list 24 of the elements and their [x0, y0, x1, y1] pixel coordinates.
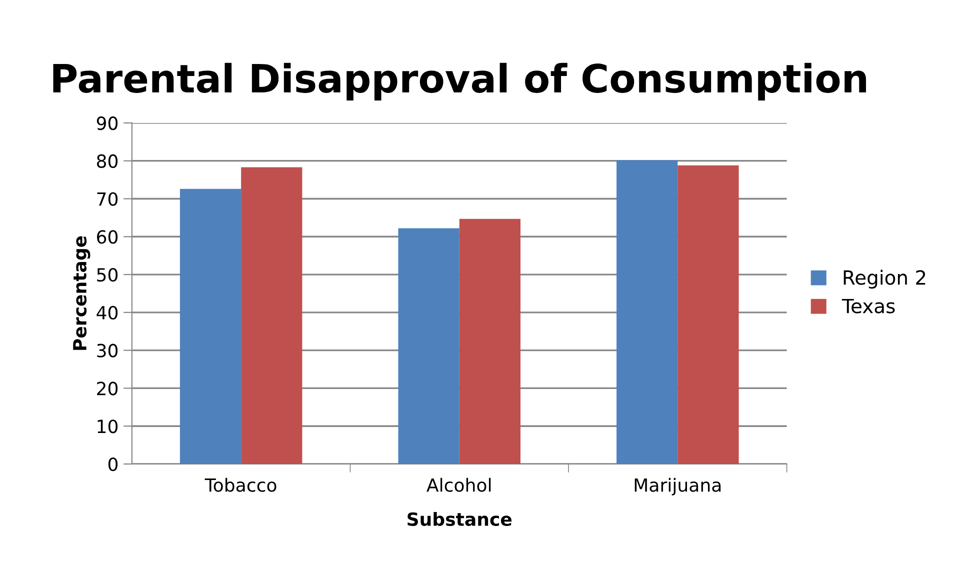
- bar: [241, 167, 302, 464]
- y-tick-label: 60: [97, 230, 118, 244]
- y-tick-label: 30: [97, 344, 118, 358]
- legend-label: Region 2: [844, 270, 926, 289]
- x-tick-label: Marijuana: [634, 478, 721, 496]
- y-tick-label: 70: [97, 192, 118, 206]
- y-tick-label: 90: [96, 116, 118, 130]
- y-tick-label: 80: [96, 154, 118, 168]
- legend-label: Texas: [842, 298, 895, 314]
- y-tick-label: 40: [96, 306, 118, 320]
- bar: [459, 218, 520, 464]
- y-tick-label: 50: [97, 268, 118, 282]
- x-tick-label: Tobacco: [204, 478, 276, 492]
- bar: [398, 228, 460, 464]
- x-tick-label: Alcohol: [426, 478, 491, 492]
- y-tick-label: 20: [97, 382, 118, 396]
- y-tick-label: 0: [108, 457, 118, 472]
- bar: [678, 165, 739, 464]
- x-axis-title: Substance: [408, 512, 512, 526]
- y-tick-label: 10: [98, 420, 118, 434]
- bar: [180, 188, 242, 464]
- chart-title: Parental Disapproval of Consumption: [53, 62, 866, 100]
- y-axis-title: Percentage: [73, 236, 90, 350]
- bar: [616, 160, 678, 464]
